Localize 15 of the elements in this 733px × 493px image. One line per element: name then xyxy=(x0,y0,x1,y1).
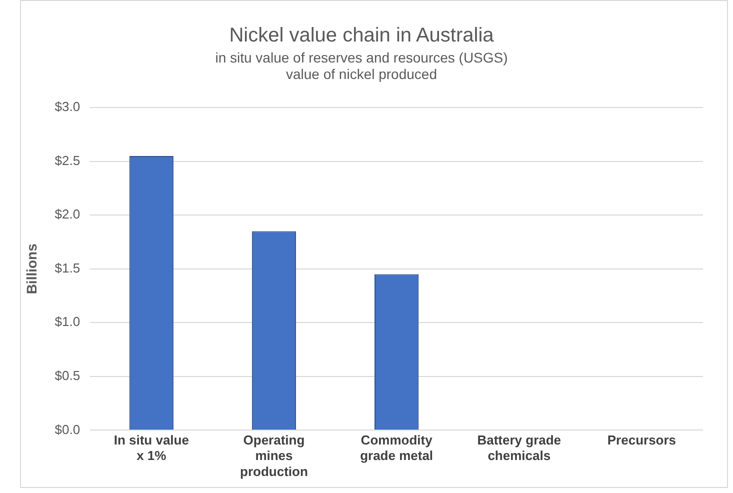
y-tick-label: $1.0 xyxy=(54,314,80,330)
y-tick-label: $2.0 xyxy=(54,206,80,222)
y-tick-label: $2.5 xyxy=(54,152,80,168)
chart-subtitle: in situ value of reserves and resources (USGS) value of nickel produced xyxy=(215,49,508,82)
x-tick-label: Commodity grade metal xyxy=(360,432,434,464)
x-tick-label: In situ value x 1% xyxy=(114,432,189,464)
y-axis-title: Billions xyxy=(23,243,40,294)
x-tick-label: Precursors xyxy=(607,432,676,448)
chart-title: Nickel value chain in Australia xyxy=(229,24,495,47)
y-tick-label: $0.0 xyxy=(54,422,80,437)
y-tick-label: $3.0 xyxy=(54,99,80,114)
x-tick-label: Operating mines production xyxy=(240,432,308,479)
y-tick-label: $1.5 xyxy=(54,260,80,276)
x-tick-label: Battery grade chemicals xyxy=(477,432,562,464)
y-tick-label: $0.5 xyxy=(54,368,80,384)
